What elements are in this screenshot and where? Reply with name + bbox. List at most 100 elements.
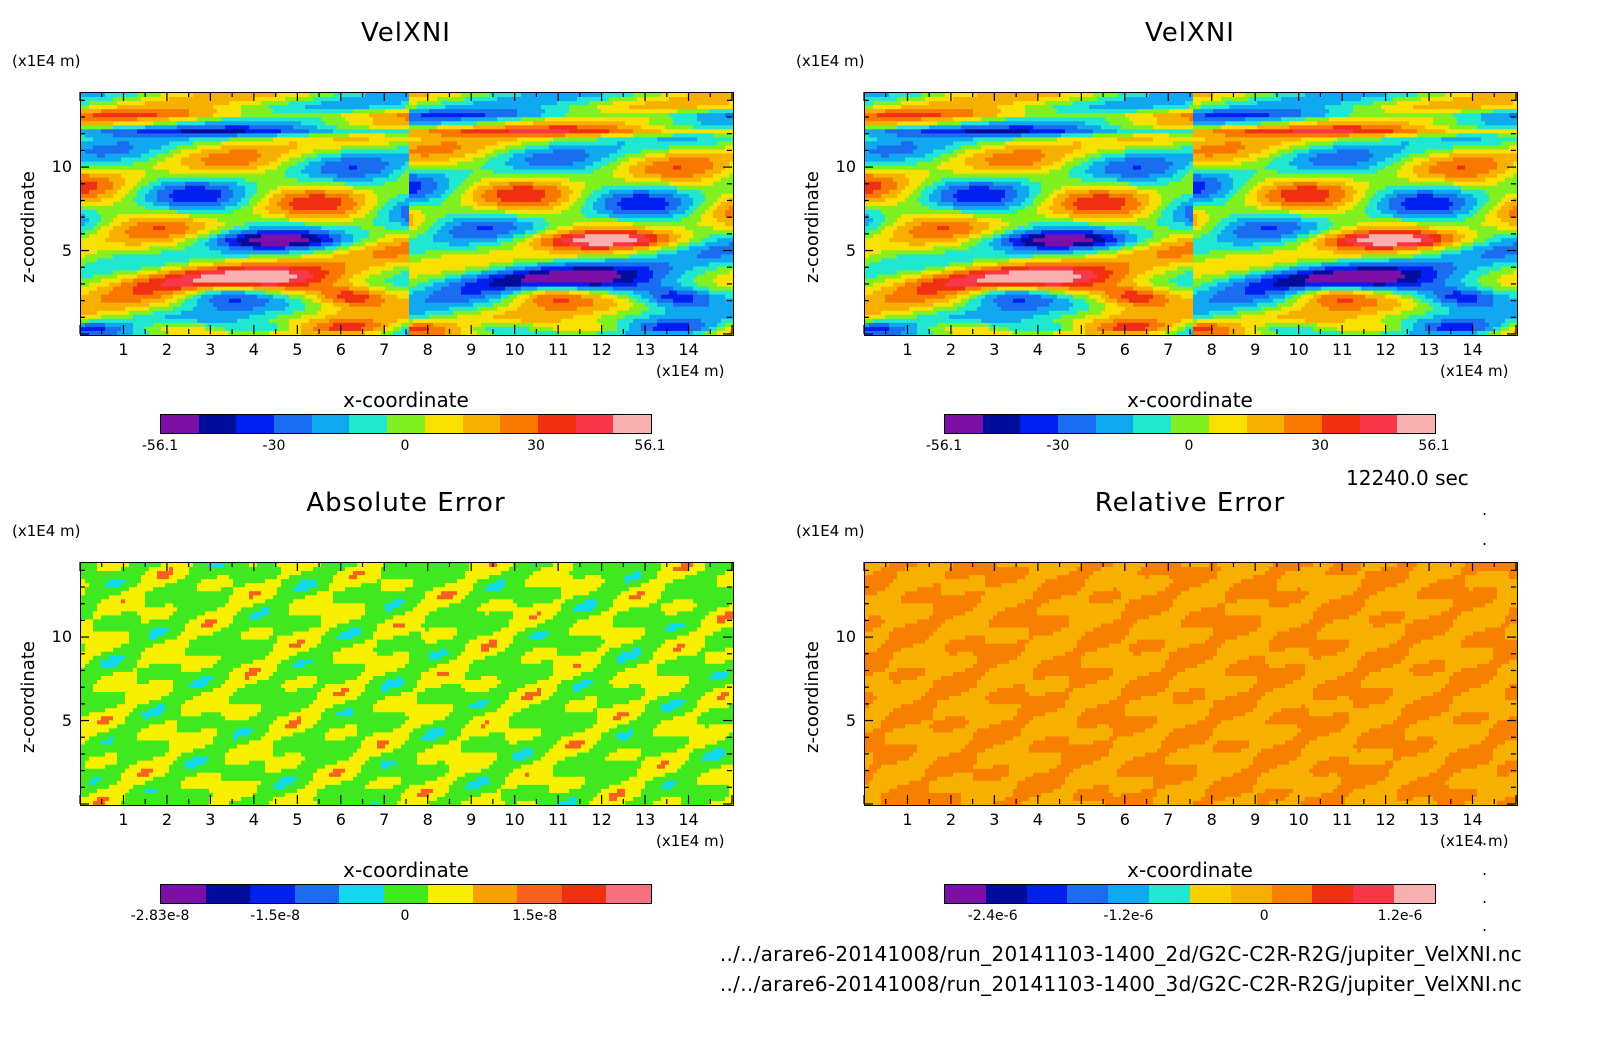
heatmap-cell: [229, 109, 234, 114]
heatmap-cell: [373, 177, 378, 183]
heatmap-cell: [153, 113, 158, 118]
heatmap-cell: [157, 113, 162, 118]
heatmap-cell: [245, 169, 250, 175]
heatmap-cell: [309, 242, 314, 247]
heatmap-cell: [337, 157, 342, 163]
heatmap-cell: [325, 161, 330, 167]
heatmap-cell: [213, 234, 218, 239]
heatmap-cell: [213, 214, 218, 219]
heatmap-cell: [153, 125, 158, 130]
heatmap-cell: [409, 149, 414, 155]
heatmap-cell: [361, 161, 366, 167]
heatmap-cell: [109, 258, 114, 263]
heatmap-cell: [229, 141, 234, 147]
heatmap-cell: [149, 218, 154, 223]
heatmap-cell: [221, 262, 226, 268]
heatmap-cell: [85, 278, 90, 284]
heatmap-cell: [357, 266, 362, 272]
heatmap-cell: [289, 270, 294, 276]
heatmap-cell: [313, 165, 318, 171]
heatmap-cell: [225, 286, 230, 292]
heatmap-cell: [317, 262, 322, 268]
heatmap-cell: [277, 226, 282, 231]
heatmap-cell: [169, 214, 174, 219]
heatmap-cell: [121, 101, 126, 106]
heatmap-cell: [361, 181, 366, 187]
heatmap-cell: [333, 258, 338, 263]
heatmap-cell: [365, 250, 370, 255]
heatmap-cell: [145, 181, 150, 187]
heatmap-cell: [249, 282, 254, 288]
heatmap-cell: [173, 266, 178, 272]
heatmap-cell: [281, 173, 286, 179]
heatmap-cell: [321, 101, 326, 106]
heatmap-cell: [345, 330, 350, 335]
heatmap-cell: [385, 153, 390, 159]
heatmap-cell: [217, 149, 222, 155]
heatmap-cell: [265, 282, 270, 288]
heatmap-cell: [277, 133, 282, 138]
heatmap-cell: [169, 201, 174, 207]
heatmap-cell: [117, 165, 122, 171]
heatmap-cell: [117, 290, 122, 296]
heatmap-cell: [289, 330, 294, 335]
heatmap-cell: [85, 93, 90, 98]
heatmap-cell: [261, 226, 266, 231]
heatmap-cell: [205, 201, 210, 207]
heatmap-cell: [369, 137, 374, 142]
heatmap-cell: [117, 133, 122, 138]
heatmap-cell: [125, 109, 130, 114]
heatmap-cell: [145, 153, 150, 159]
heatmap-cell: [389, 310, 394, 316]
heatmap-cell: [137, 306, 142, 312]
heatmap-cell: [245, 246, 250, 251]
heatmap-cell: [349, 242, 354, 247]
heatmap-cell: [345, 153, 350, 159]
heatmap-cell: [277, 157, 282, 163]
heatmap-cell: [401, 177, 406, 183]
heatmap-cell: [385, 129, 390, 134]
heatmap-cell: [285, 101, 290, 106]
heatmap-cell: [253, 222, 258, 227]
heatmap-cell: [337, 230, 342, 235]
heatmap-cell: [409, 310, 414, 316]
heatmap-cell: [337, 205, 342, 211]
heatmap-cell: [233, 161, 238, 167]
heatmap-cell: [161, 322, 166, 328]
heatmap-cell: [381, 314, 386, 320]
heatmap-cell: [173, 193, 178, 199]
heatmap-cell: [353, 246, 358, 251]
heatmap-cell: [173, 234, 178, 239]
heatmap-cell: [201, 250, 206, 255]
heatmap-cell: [129, 270, 134, 276]
heatmap-cell: [133, 133, 138, 138]
heatmap-cell: [89, 173, 94, 179]
heatmap-cell: [297, 274, 302, 280]
heatmap-cell: [141, 205, 146, 211]
heatmap-cell: [253, 105, 258, 110]
heatmap-cell: [369, 318, 374, 324]
heatmap-cell: [305, 149, 310, 155]
heatmap-cell: [293, 189, 298, 195]
heatmap-cell: [149, 246, 154, 251]
heatmap-cell: [149, 113, 154, 118]
heatmap-cell: [225, 105, 230, 110]
heatmap-cell: [325, 165, 330, 171]
heatmap-cell: [273, 113, 278, 118]
heatmap-cell: [321, 157, 326, 163]
heatmap-cell: [233, 242, 238, 247]
heatmap-cell: [145, 149, 150, 155]
heatmap-cell: [113, 165, 118, 171]
heatmap-cell: [401, 173, 406, 179]
heatmap-cell: [357, 125, 362, 130]
heatmap-cell: [221, 161, 226, 167]
heatmap-cell: [381, 205, 386, 211]
heatmap-cell: [137, 169, 142, 175]
heatmap-cell: [409, 278, 414, 284]
heatmap-cell: [137, 197, 142, 203]
heatmap-cell: [357, 286, 362, 292]
heatmap-cell: [301, 193, 306, 199]
heatmap-cell: [297, 189, 302, 195]
heatmap-cell: [385, 113, 390, 118]
heatmap-cell: [249, 201, 254, 207]
